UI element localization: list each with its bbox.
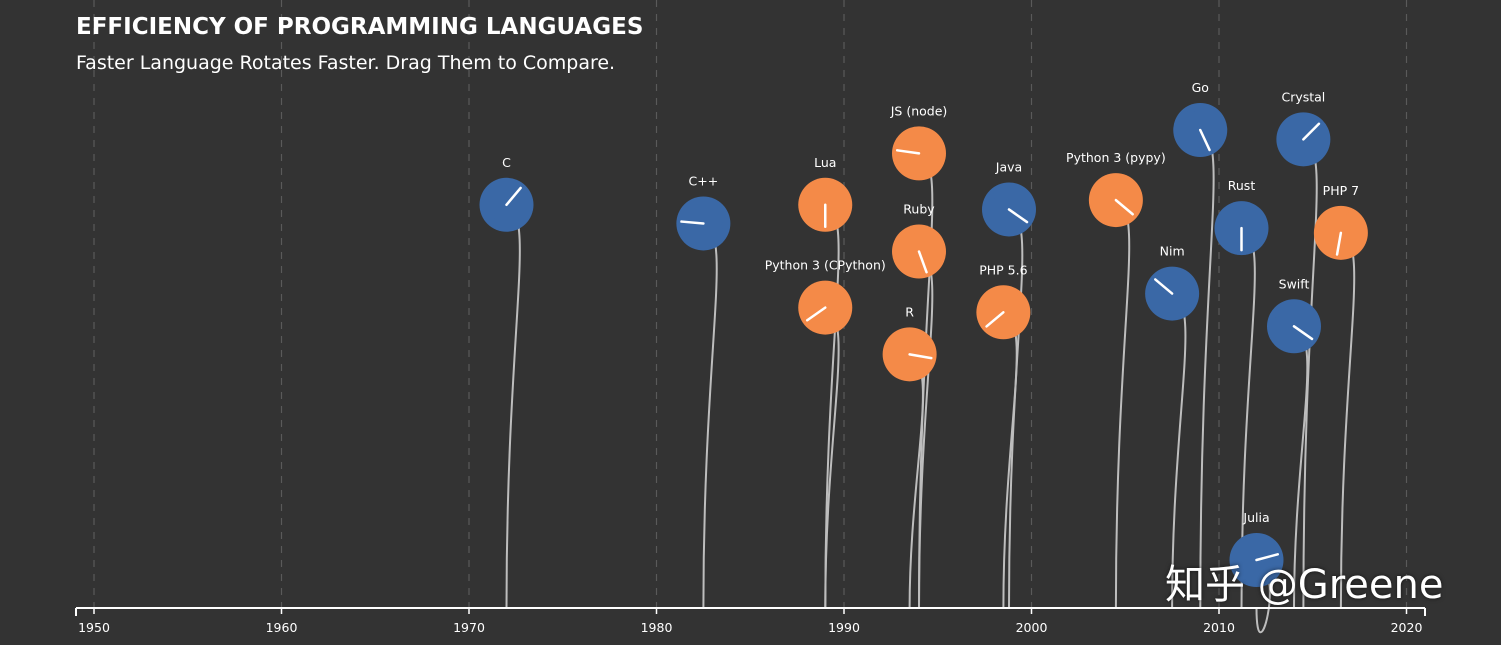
- needle-nim: [1154, 278, 1174, 295]
- pivot-dot-swift: [1271, 309, 1280, 318]
- needle-ruby: [917, 250, 928, 274]
- pivot-dot-python-3-pypy-: [1095, 181, 1104, 190]
- x-tick-label-2010: 2010: [1203, 620, 1235, 635]
- language-label-swift: Swift: [1279, 276, 1310, 291]
- language-label-rust: Rust: [1228, 178, 1256, 193]
- pivot-dot-c-: [721, 221, 730, 230]
- language-label-python-3-cpython-: Python 3 (CPython): [765, 258, 886, 273]
- stem-c-: [702, 222, 718, 609]
- pivot-dot-rust: [1237, 202, 1246, 211]
- pivot-dot-lua: [821, 178, 830, 187]
- pivot-dot-php-7: [1340, 207, 1349, 216]
- language-label-ruby: Ruby: [903, 202, 935, 217]
- needle-c: [505, 186, 522, 207]
- x-tick-label-2000: 2000: [1016, 620, 1048, 635]
- language-label-go: Go: [1192, 80, 1209, 95]
- language-label-nim: Nim: [1160, 244, 1185, 259]
- needle-php-5-6: [985, 311, 1005, 328]
- language-label-java: Java: [995, 159, 1022, 174]
- x-tick-label-1990: 1990: [828, 620, 860, 635]
- x-tick-label-1960: 1960: [266, 620, 298, 635]
- language-label-python-3-pypy-: Python 3 (pypy): [1066, 150, 1166, 165]
- needle-c-: [680, 220, 705, 225]
- pivot-dot-java: [986, 192, 995, 201]
- stem-c: [505, 203, 521, 609]
- needle-r: [908, 353, 933, 360]
- language-label-crystal: Crystal: [1281, 89, 1325, 104]
- stem-python-3-pypy-: [1114, 199, 1131, 609]
- language-label-lua: Lua: [814, 155, 836, 170]
- pivot-dot-c: [488, 217, 497, 226]
- pivot-dot-go: [1186, 106, 1195, 115]
- stem-crystal: [1302, 138, 1318, 609]
- pivot-dot-nim: [1184, 303, 1193, 312]
- needle-crystal: [1302, 122, 1321, 141]
- language-label-julia: Julia: [1242, 510, 1269, 525]
- language-label-c: C: [502, 155, 511, 170]
- needle-go: [1199, 128, 1211, 152]
- needle-python-3-cpython-: [805, 306, 827, 322]
- x-tick-label-1950: 1950: [78, 620, 110, 635]
- needle-python-3-pypy-: [1114, 198, 1134, 216]
- pivot-dot-python-3-cpython-: [839, 290, 848, 299]
- needle-php-7: [1335, 231, 1343, 256]
- x-tick-label-1970: 1970: [453, 620, 485, 635]
- stem-go: [1199, 129, 1215, 609]
- chart-subtitle: Faster Language Rotates Faster. Drag The…: [76, 52, 616, 74]
- pivot-dot-crystal: [1283, 150, 1292, 159]
- needle-julia: [1255, 553, 1280, 562]
- pivot-dot-r: [883, 346, 892, 355]
- pivot-dot-php-5-6: [1016, 294, 1025, 303]
- pivot-dot-ruby: [907, 226, 916, 235]
- language-label-php-5-6: PHP 5.6: [979, 262, 1027, 277]
- needle-js-node-: [895, 149, 921, 155]
- x-tick-label-1980: 1980: [641, 620, 673, 635]
- stem-js-node-: [918, 152, 934, 609]
- pivot-dot-julia: [1231, 561, 1240, 570]
- language-label-r: R: [905, 304, 914, 319]
- watermark-text: 知乎 @Greene: [1165, 562, 1444, 608]
- needle-swift: [1292, 325, 1314, 341]
- language-label-c-: C++: [689, 173, 719, 188]
- pivot-dot-js-node-: [936, 152, 945, 161]
- chart-title: EFFICIENCY OF PROGRAMMING LANGUAGES: [76, 14, 644, 40]
- language-label-php-7: PHP 7: [1323, 183, 1359, 198]
- language-label-js-node-: JS (node): [890, 103, 948, 118]
- x-tick-label-2020: 2020: [1391, 620, 1423, 635]
- needle-java: [1007, 208, 1029, 224]
